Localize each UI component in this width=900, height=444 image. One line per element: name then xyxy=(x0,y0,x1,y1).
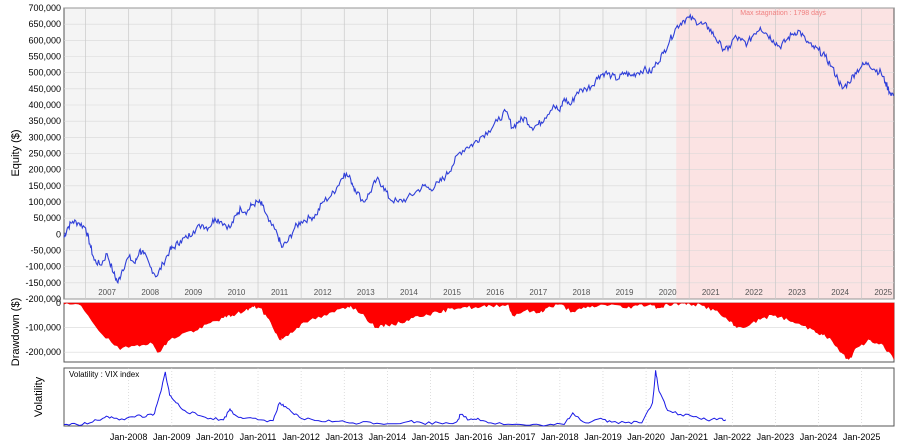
equity-y-tick: -50,000 xyxy=(30,246,61,256)
vix-series-line xyxy=(63,370,727,427)
volatility-panel: Volatility : VIX index Volatility Jan-20… xyxy=(33,367,895,442)
equity-year-label: 2014 xyxy=(400,288,418,297)
equity-year-label: 2011 xyxy=(271,288,289,297)
equity-year-label: 2018 xyxy=(573,288,591,297)
volatility-x-tick: Jan-2018 xyxy=(541,432,579,442)
volatility-y-axis-label: Volatility xyxy=(33,376,45,417)
equity-y-tick: 250,000 xyxy=(28,149,61,159)
volatility-x-tick: Jan-2015 xyxy=(412,432,450,442)
drawdown-y-tick: -100,000 xyxy=(25,323,61,333)
equity-y-axis-label: Equity ($) xyxy=(10,129,22,176)
equity-year-label: 2024 xyxy=(831,288,849,297)
equity-year-label: 2023 xyxy=(788,288,806,297)
drawdown-panel: 0 -100,000 -200,000 Drawdown ($) xyxy=(10,298,895,366)
volatility-x-tick: Jan-2012 xyxy=(282,432,320,442)
equity-y-tick-labels: 700,000 650,000 600,000 550,000 500,000 450,0… xyxy=(25,3,61,304)
volatility-x-tick: Jan-2017 xyxy=(498,432,536,442)
equity-y-tick: 500,000 xyxy=(28,68,61,78)
volatility-x-tick: Jan-2022 xyxy=(714,432,752,442)
equity-year-label: 2007 xyxy=(98,288,116,297)
equity-y-tick: 450,000 xyxy=(28,84,61,94)
equity-year-label: 2019 xyxy=(616,288,634,297)
volatility-x-tick: Jan-2011 xyxy=(240,432,277,442)
equity-y-tick: 0 xyxy=(56,229,61,239)
equity-y-tick: 600,000 xyxy=(28,35,61,45)
equity-y-tick: 650,000 xyxy=(28,19,61,29)
equity-year-label: 2016 xyxy=(486,288,504,297)
equity-y-tick: -100,000 xyxy=(25,262,61,272)
volatility-x-tick: Jan-2019 xyxy=(584,432,622,442)
equity-year-grid xyxy=(85,8,863,299)
equity-year-label: 2012 xyxy=(314,288,332,297)
equity-year-label: 2009 xyxy=(184,288,202,297)
equity-y-tick: 350,000 xyxy=(28,116,61,126)
equity-year-label: 2013 xyxy=(357,288,375,297)
max-stagnation-label: Max stagnation : 1798 days xyxy=(740,10,826,17)
equity-y-tick: -150,000 xyxy=(25,278,61,288)
volatility-x-tick: Jan-2020 xyxy=(627,432,665,442)
equity-y-tick: 400,000 xyxy=(28,100,61,110)
drawdown-y-tick-labels: 0 -100,000 -200,000 xyxy=(25,298,61,357)
equity-y-tick: 200,000 xyxy=(28,165,61,175)
equity-y-grid xyxy=(64,7,894,300)
drawdown-y-axis-label: Drawdown ($) xyxy=(10,298,22,366)
equity-year-label: 2025 xyxy=(874,288,892,297)
volatility-x-tick-labels: Jan-2008 Jan-2009 Jan-2010 Jan-2011 Jan-2012… xyxy=(110,432,881,442)
equity-y-tick: 150,000 xyxy=(28,181,61,191)
equity-y-tick: -200,000 xyxy=(25,294,61,304)
volatility-x-tick: Jan-2021 xyxy=(670,432,708,442)
volatility-x-tick: Jan-2013 xyxy=(325,432,363,442)
equity-year-label: 2022 xyxy=(745,288,763,297)
volatility-x-tick: Jan-2024 xyxy=(800,432,838,442)
equity-y-tick: 50,000 xyxy=(33,213,61,223)
drawdown-area xyxy=(63,302,895,360)
equity-series-line xyxy=(63,13,894,285)
volatility-legend: Volatility : VIX index xyxy=(69,370,139,379)
equity-year-label: 2008 xyxy=(141,288,159,297)
equity-y-tick: 550,000 xyxy=(28,52,61,62)
volatility-plot-area xyxy=(63,367,895,427)
equity-y-tick: 300,000 xyxy=(28,132,61,142)
volatility-x-tick: Jan-2025 xyxy=(843,432,881,442)
equity-year-label: 2015 xyxy=(443,288,461,297)
volatility-x-tick: Jan-2010 xyxy=(196,432,234,442)
equity-panel: 700,000 650,000 600,000 550,000 500,000 450,0… xyxy=(10,3,895,304)
equity-year-label: 2021 xyxy=(702,288,720,297)
equity-year-labels: 2007 2008 2009 2010 2011 2012 2013 2014 2015 2016… xyxy=(98,288,892,297)
volatility-x-tick: Jan-2009 xyxy=(153,432,191,442)
volatility-x-tick: Jan-2016 xyxy=(455,432,493,442)
drawdown-y-tick: 0 xyxy=(56,298,61,308)
drawdown-y-tick: -200,000 xyxy=(25,347,61,357)
volatility-x-tick: Jan-2023 xyxy=(757,432,795,442)
equity-year-label: 2017 xyxy=(529,288,547,297)
volatility-x-tick: Jan-2008 xyxy=(110,432,148,442)
equity-year-label: 2010 xyxy=(228,288,246,297)
equity-y-tick: 100,000 xyxy=(28,197,61,207)
equity-year-label: 2020 xyxy=(659,288,677,297)
volatility-x-tick: Jan-2014 xyxy=(369,432,407,442)
equity-y-tick: 700,000 xyxy=(28,3,61,13)
volatility-x-grid xyxy=(128,368,863,426)
